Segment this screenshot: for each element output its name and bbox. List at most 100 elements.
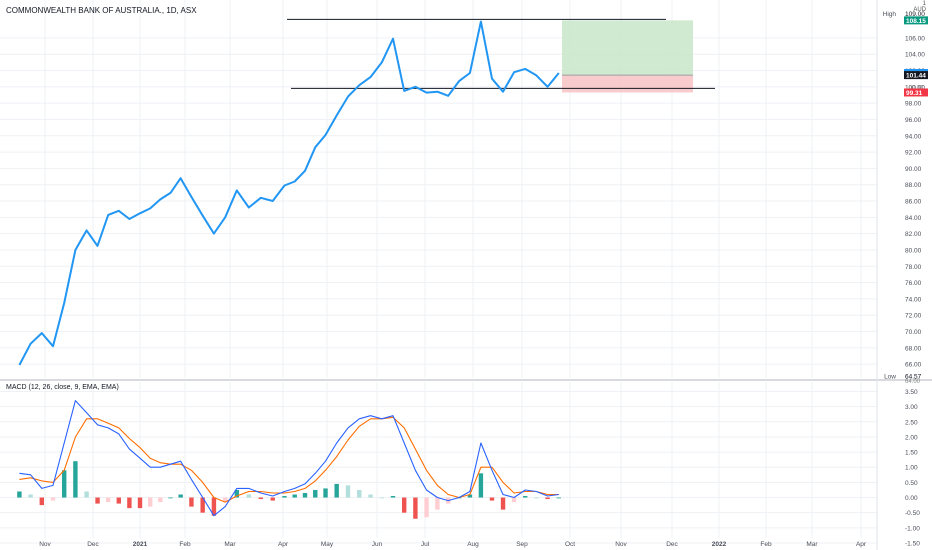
- macd-tick-label: 1.00: [905, 465, 918, 472]
- macd-histogram-bar: [84, 491, 89, 498]
- macd-tick-label: -0.50: [905, 510, 920, 517]
- macd-tick-label: 2.50: [905, 419, 918, 426]
- macd-histogram-bar: [62, 470, 67, 498]
- macd-histogram-bar: [534, 497, 539, 499]
- price-line: [18, 20, 560, 366]
- time-tick-label: 2022: [712, 541, 727, 548]
- macd-histogram-bar: [500, 497, 506, 510]
- macd-histogram-bar: [292, 494, 297, 498]
- macd-histogram-bar: [147, 497, 153, 507]
- target-label-box: [904, 16, 928, 25]
- time-tick-label: Dec: [666, 541, 678, 548]
- price-tick-label: 92.00: [905, 150, 922, 157]
- macd-histogram-bar: [73, 461, 78, 498]
- price-tick-label: 88.00: [905, 182, 922, 189]
- macd-histogram-bar: [379, 497, 384, 499]
- macd-histogram-bar: [357, 489, 362, 498]
- price-tick-label: 86.00: [905, 199, 922, 206]
- macd-histogram-bar: [282, 496, 287, 498]
- time-tick-label: Mar: [224, 541, 236, 548]
- macd-histogram-bar: [323, 488, 328, 498]
- macd-histogram-bar: [390, 496, 396, 498]
- macd-histogram-bar: [313, 489, 318, 498]
- macd-title: MACD (12, 26, close, 9, EMA, EMA): [6, 384, 119, 391]
- macd-histogram-bar: [137, 497, 143, 509]
- time-tick-label: May: [321, 541, 334, 548]
- time-tick-label: Apr: [278, 541, 289, 548]
- macd-histogram-bar: [523, 496, 528, 498]
- under-label-value: 64.00: [905, 379, 921, 385]
- entry-label-value: 101.44: [906, 73, 926, 80]
- currency-top: 1: [922, 1, 926, 7]
- macd-histogram-bar: [17, 491, 22, 498]
- macd-histogram-bar: [545, 497, 550, 500]
- macd-histogram-bar: [467, 494, 473, 498]
- price-tick-label: 80.00: [905, 247, 922, 254]
- macd-histogram-bar: [334, 483, 339, 498]
- macd-histogram-bar: [105, 497, 111, 503]
- macd-histogram-bar: [28, 494, 33, 498]
- macd-histogram-bar: [402, 497, 407, 513]
- currency-label[interactable]: 1 AUD: [913, 1, 926, 13]
- time-tick-label: Feb: [760, 541, 772, 548]
- macd-histogram-bar: [168, 497, 173, 499]
- entry-label-box: [904, 71, 928, 80]
- macd-histogram-bar: [158, 497, 163, 503]
- macd-histogram-bar: [200, 497, 205, 513]
- macd-histogram-bar: [234, 489, 240, 498]
- macd-histogram-bar: [413, 497, 418, 519]
- macd-histogram-bar: [435, 497, 440, 510]
- macd-tick-label: -1.00: [905, 525, 920, 532]
- high-label-text: High: [883, 11, 897, 18]
- price-tick-label: 84.00: [905, 215, 922, 222]
- macd-histogram-bar: [95, 497, 100, 504]
- price-tick-label: 82.00: [905, 231, 922, 238]
- price-tick-label: 104.00: [905, 52, 925, 59]
- price-tick-label: 66.00: [905, 362, 922, 369]
- macd-tick-label: 0.00: [905, 495, 918, 502]
- price-tick-label: 70.00: [905, 329, 922, 336]
- macd-histogram-bar: [127, 497, 132, 509]
- macd-tick-label: 3.00: [905, 404, 918, 411]
- macd-tick-label: 2.00: [905, 434, 918, 441]
- macd-histogram-bar: [556, 497, 561, 499]
- macd-histogram-bar: [489, 497, 495, 501]
- price-tick-label: 90.00: [905, 166, 922, 173]
- macd-histogram-bar: [222, 497, 228, 503]
- price-tick-label: 68.00: [905, 345, 922, 352]
- time-tick-label: Apr: [856, 541, 867, 548]
- currency-code: AUD: [913, 7, 926, 13]
- time-tick-label: Mar: [806, 541, 818, 548]
- macd-series-signal: [19, 416, 559, 503]
- stop-label-box: [904, 88, 928, 97]
- macd-tick-label: 0.50: [905, 480, 918, 487]
- macd-tick-label: 3.50: [905, 389, 918, 396]
- chart-title: COMMONWEALTH BANK OF AUSTRALIA., 1D, ASX: [6, 6, 197, 15]
- price-tick-label: 94.00: [905, 133, 922, 140]
- macd-histogram-bar: [178, 494, 183, 498]
- time-tick-label: Nov: [615, 541, 627, 548]
- macd-histogram-bar: [189, 497, 194, 507]
- time-tick-label: Nov: [39, 541, 51, 548]
- price-tick-label: 98.00: [905, 101, 922, 108]
- macd-histogram-bar: [211, 497, 217, 516]
- macd-histogram-bar: [246, 494, 252, 498]
- low-label-value: 64.57: [905, 373, 922, 380]
- target-label-value: 108.15: [906, 18, 926, 25]
- time-tick-label: Feb: [179, 541, 191, 548]
- macd-histogram-bar: [39, 497, 44, 506]
- macd-histogram-bar: [478, 473, 484, 498]
- time-tick-label: Jun: [372, 541, 383, 548]
- price-tick-label: 96.00: [905, 117, 922, 124]
- time-tick-label: Dec: [87, 541, 99, 548]
- macd-tick-label: -1.50: [905, 540, 920, 547]
- macd-histogram-bar: [345, 485, 351, 498]
- high-label-value: 109.00: [905, 11, 925, 18]
- reward-zone: [562, 20, 693, 76]
- risk-zone: [562, 75, 693, 93]
- round-label-value: 100.00: [905, 85, 924, 91]
- macd-histogram-bar: [424, 497, 429, 518]
- time-tick-label: 2021: [133, 541, 148, 548]
- macd-histogram-bar: [368, 494, 373, 498]
